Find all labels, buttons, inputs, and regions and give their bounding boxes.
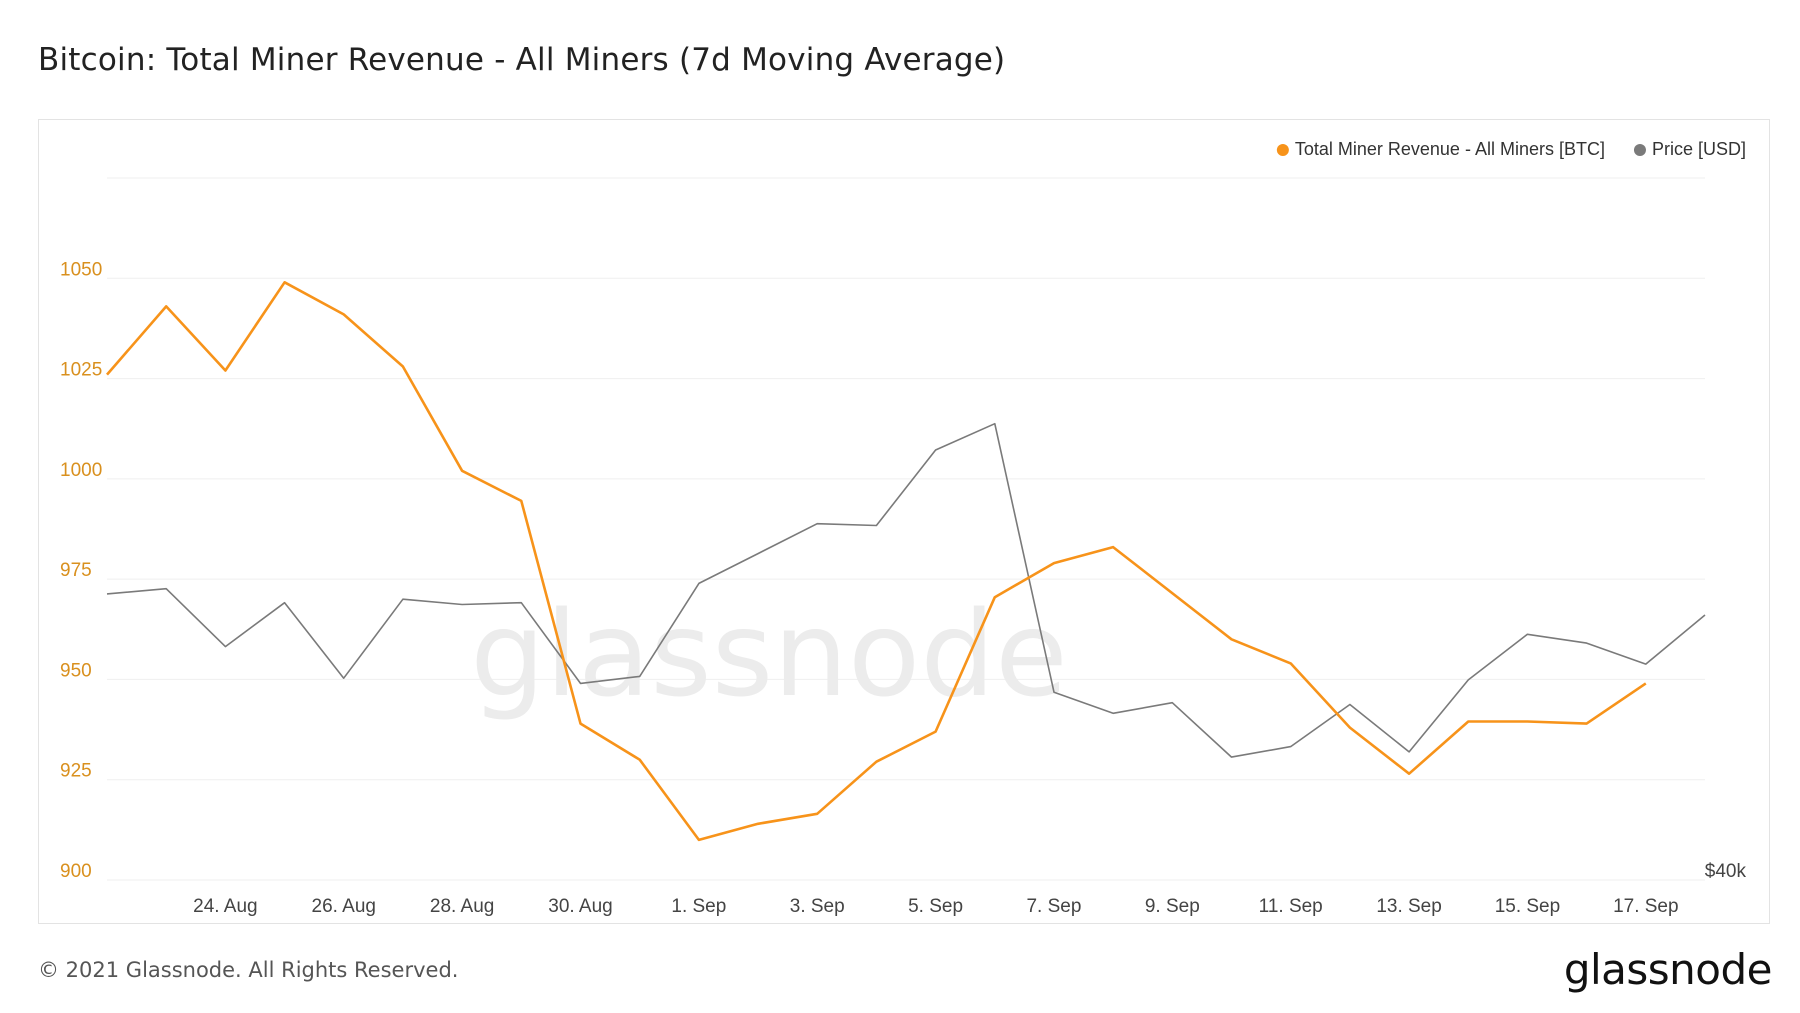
chart-title: Bitcoin: Total Miner Revenue - All Miner… (38, 42, 1006, 78)
miner-revenue-line (106, 281, 1647, 842)
chart-panel: glassnode 900 925 950 975 1000 1025 1050 $40k … (38, 119, 1770, 924)
x-tick-label: 30. Aug (548, 896, 612, 917)
x-tick-label: 26. Aug (312, 896, 376, 917)
x-tick-label: 24. Aug (193, 896, 257, 917)
glassnode-logo: glassnode (1563, 945, 1773, 994)
x-tick-label: 15. Sep (1495, 896, 1561, 917)
series-lines (106, 281, 1706, 842)
y-tick-label-left: 975 (60, 560, 92, 581)
glassnode-watermark: glassnode (470, 585, 1067, 723)
x-tick-label: 17. Sep (1613, 896, 1679, 917)
x-tick-label: 5. Sep (908, 896, 963, 917)
x-tick-label: 3. Sep (790, 896, 845, 917)
grid-lines (107, 177, 1705, 881)
price-usd-line (106, 422, 1706, 758)
y-axis-right-ticks: $40k (1705, 861, 1747, 882)
legend-label: Total Miner Revenue - All Miners [BTC] (1295, 139, 1605, 159)
y-tick-label-left: 1000 (60, 460, 102, 481)
x-tick-label: 28. Aug (430, 896, 494, 917)
x-tick-label: 11. Sep (1259, 896, 1323, 917)
legend-item[interactable]: Total Miner Revenue - All Miners [BTC] (1276, 139, 1605, 159)
copyright-text: © 2021 Glassnode. All Rights Reserved. (38, 958, 459, 982)
y-tick-label-left: 950 (60, 660, 92, 681)
legend-marker (1633, 144, 1646, 156)
x-tick-label: 7. Sep (1026, 896, 1081, 917)
y-tick-label-left: 1025 (60, 360, 102, 381)
chart-legend[interactable]: Price [USD] Total Miner Revenue - All Min… (1276, 139, 1746, 159)
legend-label: Price [USD] (1652, 139, 1746, 159)
legend-item[interactable]: Price [USD] (1633, 139, 1746, 159)
y-tick-label-left: 925 (60, 761, 92, 782)
y-axis-left-ticks: 900 925 950 975 1000 1025 1050 (60, 259, 102, 882)
legend-marker (1276, 144, 1289, 156)
y-tick-label-left: 1050 (60, 259, 102, 280)
x-tick-label: 13. Sep (1376, 896, 1442, 917)
y-tick-label-left: 900 (60, 861, 92, 882)
y-tick-label-right: $40k (1705, 861, 1747, 882)
x-tick-label: 9. Sep (1145, 896, 1200, 917)
x-axis-ticks: 24. Aug 26. Aug 28. Aug 30. Aug 1. Sep 3. Sep… (193, 896, 1678, 917)
x-tick-label: 1. Sep (671, 896, 726, 917)
